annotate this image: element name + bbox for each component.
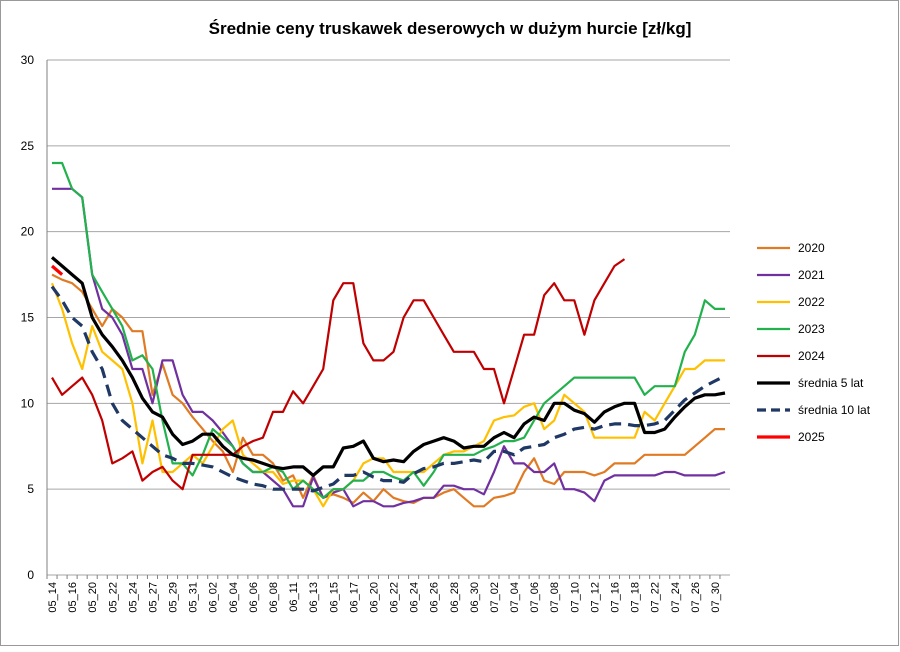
x-tick-label: 07_02 [489, 582, 501, 613]
x-tick-label: 07_26 [690, 582, 702, 613]
x-tick-label: 05_22 [107, 582, 119, 613]
x-tick-label: 05_16 [67, 582, 79, 613]
line-series [51, 273, 725, 508]
x-tick-label: 07_30 [710, 582, 722, 613]
y-tick-label: 30 [21, 53, 35, 67]
legend-label: 2021 [798, 268, 825, 282]
x-tick-label: 06_26 [429, 582, 441, 613]
legend-label: średnia 5 lat [798, 376, 864, 390]
x-tick-label: 05_14 [47, 582, 59, 613]
x-tick-label: 07_22 [650, 582, 662, 613]
x-tick-label: 05_31 [188, 582, 200, 613]
x-tick-label: 05_27 [147, 582, 159, 613]
chart-title: Średnie ceny truskawek deserowych w duży… [209, 19, 692, 38]
legend-label: średnia 10 lat [798, 403, 871, 417]
y-tick-label: 25 [21, 139, 35, 153]
x-tick-label: 06_08 [268, 582, 280, 613]
y-tick-label: 15 [21, 311, 35, 325]
x-tick-label: 06_28 [449, 582, 461, 613]
x-tick-label: 05_20 [87, 582, 99, 613]
x-tick-label: 06_13 [308, 582, 320, 613]
line-series [51, 258, 626, 491]
x-tick-label: 06_06 [248, 582, 260, 613]
line-series [50, 264, 64, 276]
x-tick-label: 07_24 [670, 582, 682, 613]
x-tick-label: 06_22 [389, 582, 401, 613]
x-tick-label: 06_30 [469, 582, 481, 613]
x-tick-label: 07_16 [609, 582, 621, 613]
x-tick-label: 06_24 [409, 582, 421, 613]
x-tick-label: 07_04 [509, 582, 521, 613]
line-series [50, 285, 726, 493]
line-series [50, 282, 725, 508]
line-series [50, 256, 726, 477]
line-series [52, 187, 726, 508]
x-tick-label: 07_08 [549, 582, 561, 613]
x-tick-label: 07_12 [589, 582, 601, 613]
x-tick-label: 06_17 [348, 582, 360, 613]
x-tick-label: 06_04 [228, 582, 240, 613]
y-tick-label: 0 [27, 568, 34, 582]
x-tick-label: 07_06 [529, 582, 541, 613]
legend-label: 2023 [798, 322, 825, 336]
x-tick-label: 05_29 [168, 582, 180, 613]
legend-label: 2020 [798, 241, 825, 255]
legend-label: 2025 [798, 430, 825, 444]
x-tick-label: 06_02 [208, 582, 220, 613]
line-series [52, 161, 725, 499]
y-tick-label: 10 [21, 396, 35, 410]
x-tick-label: 07_18 [630, 582, 642, 613]
x-tick-label: 07_10 [569, 582, 581, 613]
x-tick-label: 06_15 [328, 582, 340, 613]
x-tick-label: 06_20 [368, 582, 380, 613]
legend-label: 2024 [798, 349, 825, 363]
legend-label: 2022 [798, 295, 825, 309]
y-tick-label: 5 [27, 482, 34, 496]
x-tick-label: 05_24 [127, 582, 139, 613]
x-tick-label: 06_11 [288, 582, 300, 612]
y-tick-label: 20 [21, 225, 35, 239]
